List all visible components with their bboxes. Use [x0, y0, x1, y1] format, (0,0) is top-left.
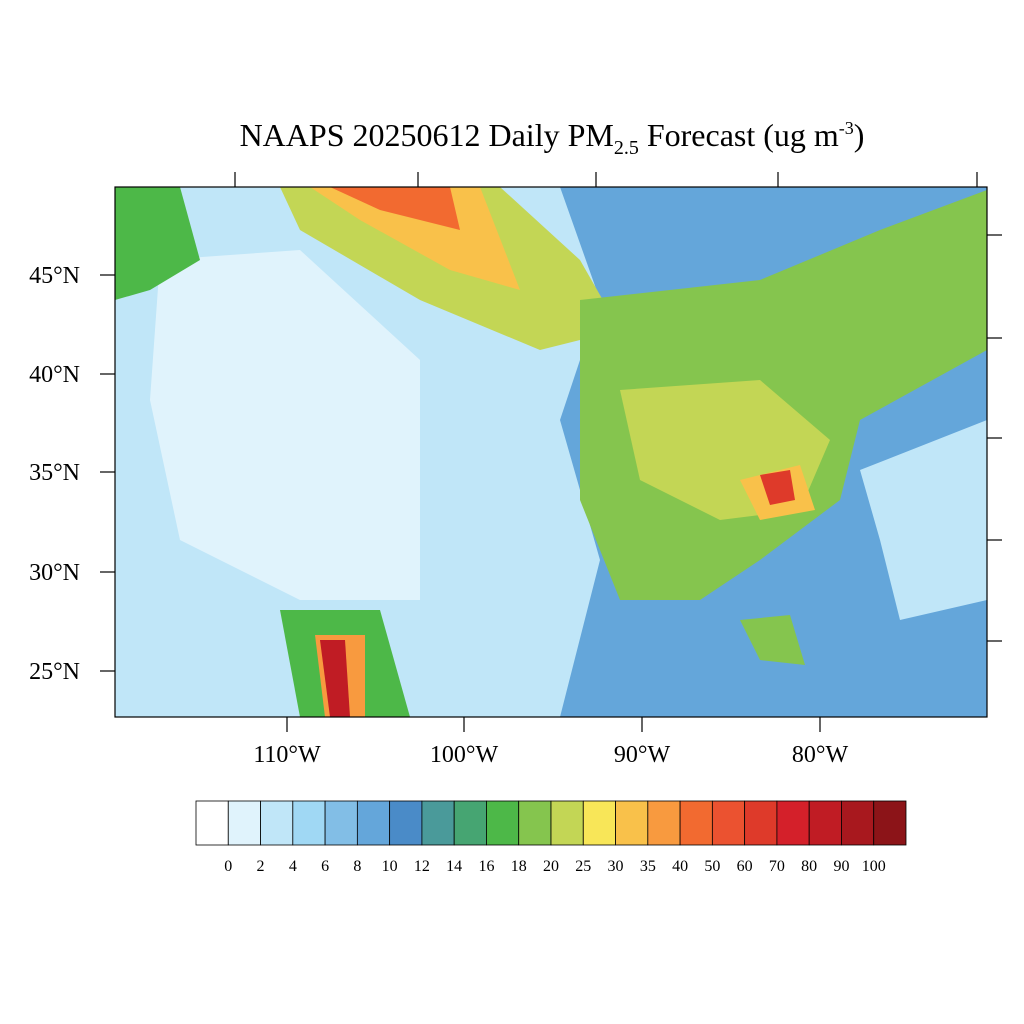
title-main: NAAPS 20250612 Daily PM [240, 117, 614, 153]
colorbar-label: 6 [321, 858, 329, 875]
colorbar-label: 2 [257, 858, 265, 875]
colorbar-box [615, 800, 649, 846]
colorbar-label: 35 [640, 858, 656, 875]
colorbar-label: 90 [833, 858, 849, 875]
colorbar-box [453, 800, 487, 846]
colorbar-label: 30 [608, 858, 624, 875]
colorbar-label: 50 [704, 858, 720, 875]
colorbar-box [292, 800, 326, 846]
colorbar-label: 10 [382, 858, 398, 875]
colorbar-label: 12 [414, 858, 430, 875]
lon-label: 80°W [792, 742, 849, 768]
colorbar-box [195, 800, 229, 846]
colorbar-box [711, 800, 746, 846]
colorbar-box [744, 800, 778, 846]
colorbar-label: 8 [353, 858, 361, 875]
map-frame [114, 186, 988, 718]
lon-label: 110°W [253, 742, 321, 768]
colorbar-box [550, 800, 584, 846]
field-florida [740, 615, 805, 665]
lat-label: 30°N [29, 560, 80, 586]
colorbar-box [356, 800, 391, 846]
colorbar-label: 4 [289, 858, 297, 875]
colorbar-label: 16 [478, 858, 494, 875]
lon-label: 100°W [430, 742, 499, 768]
lon-label: 90°W [614, 742, 671, 768]
colorbar-label: 80 [801, 858, 817, 875]
lat-label: 45°N [29, 263, 80, 289]
colorbar-label: 70 [769, 858, 785, 875]
colorbar-box [518, 800, 552, 846]
field-smoke-core [310, 187, 520, 290]
colorbar-box [227, 800, 261, 846]
colorbar-label: 40 [672, 858, 688, 875]
colorbar-box [841, 800, 875, 846]
field-lowest [150, 250, 420, 600]
title-sup: -3 [839, 118, 854, 138]
colorbar-box [260, 800, 294, 846]
colorbar-box [324, 800, 358, 846]
colorbar-label: 60 [737, 858, 753, 875]
field-mexico-peak [320, 640, 350, 717]
colorbar-box [873, 800, 907, 846]
map-title: NAAPS 20250612 Daily PM2.5 Forecast (ug … [240, 117, 865, 159]
field-atlantic [860, 420, 987, 620]
colorbar-box [486, 800, 520, 846]
colorbar-label: 18 [511, 858, 527, 875]
colorbar-box [776, 800, 810, 846]
lat-label: 40°N [29, 362, 80, 388]
colorbar-label: 14 [446, 858, 462, 875]
lat-label: 25°N [29, 659, 80, 685]
graticule-ticks [100, 172, 1002, 732]
field-carolina-peak [760, 470, 795, 505]
colorbar-label: 100 [862, 858, 886, 875]
pm25-field [115, 187, 987, 717]
colorbar-box [647, 800, 681, 846]
title-sub: 2.5 [614, 137, 639, 159]
lat-label: 35°N [29, 460, 80, 486]
colorbar-box [679, 800, 713, 846]
title-end: ) [854, 117, 865, 153]
colorbar-box [421, 800, 455, 846]
colorbar-label: 0 [224, 858, 232, 875]
colorbar-box [808, 800, 842, 846]
field-smoke-peak [330, 187, 460, 230]
title-rest: Forecast (ug m [639, 117, 839, 153]
colorbar-box [389, 800, 423, 846]
colorbar-label: 20 [543, 858, 559, 875]
field-nw [115, 187, 200, 300]
colorbar-label: 25 [575, 858, 591, 875]
colorbar-box [582, 800, 616, 846]
